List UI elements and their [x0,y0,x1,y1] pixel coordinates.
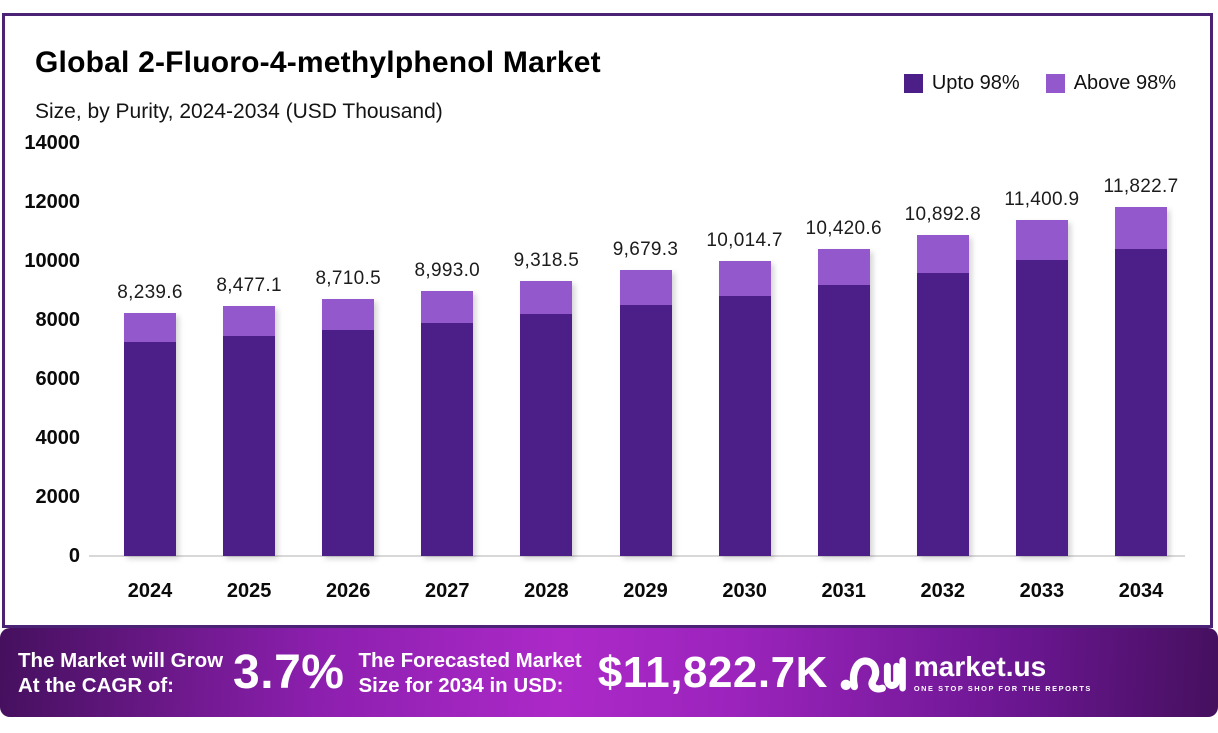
bar-2026 [322,299,375,556]
marketus-logo: market.us ONE STOP SHOP FOR THE REPORTS [840,649,1092,697]
x-tick-label-2027: 2027 [425,580,470,602]
bar-2034-segment-upto-98 [1115,249,1167,556]
bar-2024-segment-above-98 [124,312,176,343]
bar-2032-segment-upto-98 [916,273,969,556]
x-tick-label-2029: 2029 [623,580,668,602]
value-label-2028: 9,318.5 [513,250,580,272]
legend-item-above-98: Above 98% [1045,72,1176,95]
x-tick-label-2032: 2032 [920,580,966,602]
y-tick-label: 10000 [24,250,80,272]
forecast-label-line2: Size for 2034 in USD: [358,673,564,697]
x-tick-label-2031: 2031 [821,580,866,602]
value-label-2033: 11,400.9 [1004,188,1080,210]
value-label-2027: 8,993.0 [414,259,481,281]
bar-2028-segment-above-98 [520,281,573,315]
bar-2033-segment-upto-98 [1015,260,1068,556]
value-label-2034: 11,822.7 [1103,176,1179,198]
marketus-logo-icon [840,656,906,692]
value-label-2026: 8,710.5 [315,268,381,290]
legend-swatch-above-98-icon [1045,74,1065,93]
bar-2025-segment-upto-98 [223,335,276,556]
bar-2034 [1115,207,1167,556]
chart-legend: Upto 98% Above 98% [903,72,1176,95]
bar-2026-segment-above-98 [322,299,375,330]
bar-2027-segment-above-98 [421,290,474,323]
bar-2031-segment-upto-98 [817,285,870,556]
x-tick-label-2025: 2025 [226,580,272,602]
bar-2032-segment-above-98 [916,234,969,274]
bar-2031 [817,248,870,556]
value-label-2029: 9,679.3 [612,239,679,261]
bar-2030 [718,260,771,556]
plot-area: 8,239.6 8,477.1 8,710.5 8,993.0 9,318.5 9,679… [89,143,1185,557]
y-tick-label: 12000 [24,191,80,213]
x-axis-baseline [89,555,1185,557]
bar-2025 [223,305,276,556]
bar-2024-segment-upto-98 [124,342,176,556]
y-tick-label: 0 [68,545,80,567]
x-tick-label-2028: 2028 [524,580,569,602]
bar-2028-segment-upto-98 [520,314,573,556]
brand-tagline: ONE STOP SHOP FOR THE REPORTS [913,683,1092,693]
value-label-2031: 10,420.6 [805,217,882,239]
y-tick-label: 4000 [35,427,81,449]
page-title: Global 2-Fluoro-4-methylphenol Market [35,46,601,79]
bar-2030-segment-upto-98 [718,296,771,556]
legend-label: Upto 98% [931,72,1020,94]
legend-item-upto-98: Upto 98% [903,72,1020,95]
cagr-label: The Market will Grow At the CAGR of: [18,648,223,698]
value-label-2024: 8,239.6 [117,281,183,303]
value-label-2030: 10,014.7 [706,229,783,251]
y-axis: 14000 12000 10000 8000 6000 4000 2000 0 [0,132,81,567]
bar-2031-segment-above-98 [817,248,870,286]
x-tick-label-2030: 2030 [722,580,767,602]
cagr-label-line2: At the CAGR of: [18,673,175,697]
brand-name: market.us [913,650,1047,682]
bar-2024 [124,312,176,556]
legend-label: Above 98% [1073,72,1176,94]
x-tick-label-2034: 2034 [1118,580,1164,602]
x-axis: 2024 2025 2026 2027 2028 2029 2030 2031 2032 2033… [95,580,1185,610]
y-tick-label: 8000 [35,309,81,331]
footer-banner: The Market will Grow At the CAGR of: 3.7… [0,628,1218,717]
y-tick-label: 14000 [24,132,80,154]
x-tick-label-2026: 2026 [325,580,371,602]
forecast-label: The Forecasted Market Size for 2034 in U… [358,648,581,698]
bar-2027-segment-upto-98 [421,322,474,556]
forecast-value: $11,822.7K [597,647,828,697]
y-tick-label: 2000 [35,486,81,508]
value-label-2025: 8,477.1 [216,274,282,296]
brand-text: market.us ONE STOP SHOP FOR THE REPORTS [913,650,1092,693]
bar-2029 [619,270,672,556]
bar-2033-segment-above-98 [1015,219,1068,261]
bar-2028 [520,281,573,556]
value-label-2032: 10,892.8 [904,203,981,225]
bar-2027 [421,290,474,556]
bar-2032 [916,234,969,556]
bar-2025-segment-above-98 [223,305,276,336]
cagr-value: 3.7% [233,646,345,699]
bar-2026-segment-upto-98 [322,329,375,556]
legend-swatch-upto-98-icon [903,74,923,93]
x-tick-label-2024: 2024 [127,580,173,602]
forecast-label-line1: The Forecasted Market [358,648,582,672]
chart-frame: Global 2-Fluoro-4-methylphenol Market Si… [2,13,1213,628]
bar-2029-segment-above-98 [619,270,672,305]
page-subtitle: Size, by Purity, 2024-2034 (USD Thousand… [35,100,443,123]
bar-2029-segment-upto-98 [619,304,672,556]
bar-2034-segment-above-98 [1115,207,1167,250]
x-tick-label-2033: 2033 [1019,580,1065,602]
bar-2030-segment-above-98 [718,260,771,297]
y-tick-label: 6000 [35,368,81,390]
bar-2033 [1015,219,1068,556]
cagr-label-line1: The Market will Grow [18,648,224,672]
